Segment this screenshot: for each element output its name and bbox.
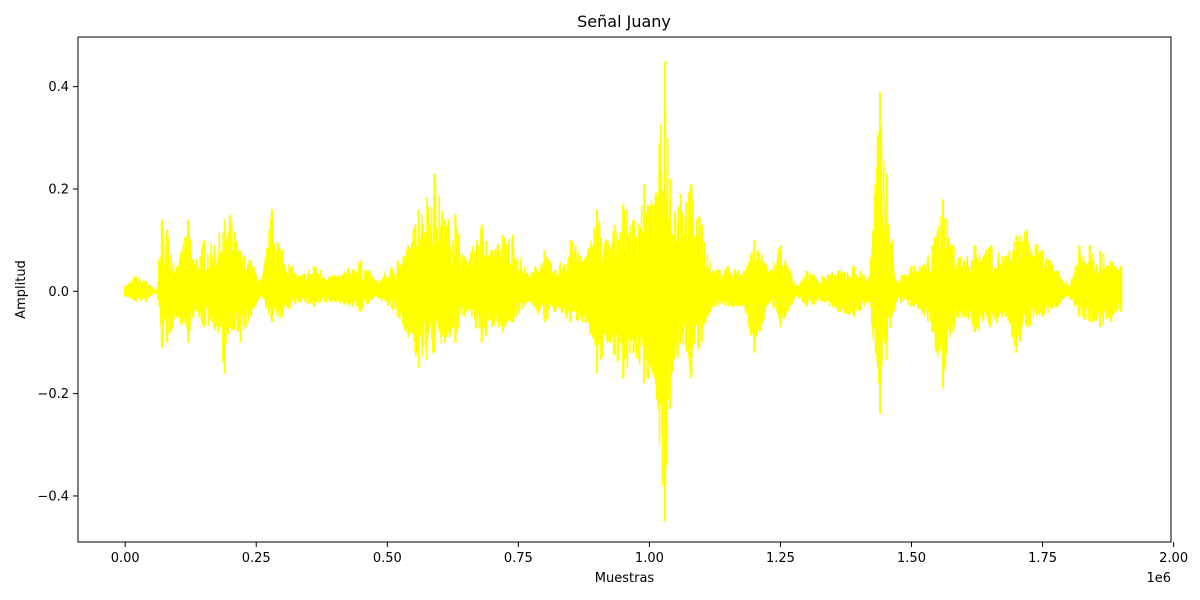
y-axis-label: Amplitud [14, 260, 29, 319]
x-tick-label: 0.25 [242, 551, 271, 566]
x-tick-label: 2.00 [1159, 551, 1188, 566]
axes-frame [77, 36, 1172, 543]
x-tick-label: 1.00 [635, 551, 664, 566]
y-tick-label: 0.2 [48, 182, 69, 197]
chart-title: Señal Juany [577, 12, 671, 31]
x-tick-label: 0.00 [111, 551, 140, 566]
x-tick-label: 0.75 [504, 551, 533, 566]
y-tick-label: 0.4 [48, 80, 69, 95]
x-tick-label: 1.50 [897, 551, 926, 566]
x-tick-label: 1.25 [766, 551, 795, 566]
x-axis-label: Muestras [595, 571, 655, 586]
plot-area [124, 61, 1123, 522]
x-tick-label: 0.50 [373, 551, 402, 566]
x-tick-label: 1.75 [1028, 551, 1057, 566]
y-tick-label: −0.4 [37, 489, 69, 504]
y-tick-label: −0.2 [37, 387, 69, 402]
y-tick-label: 0.0 [48, 285, 69, 300]
x-axis-offset-text: 1e6 [1146, 571, 1171, 586]
y-axis: −0.4 −0.2 0.0 0.2 0.4 [37, 80, 78, 504]
x-axis: 0.00 0.25 0.50 0.75 1.00 1.25 1.50 1.75 2.00 [111, 542, 1188, 566]
